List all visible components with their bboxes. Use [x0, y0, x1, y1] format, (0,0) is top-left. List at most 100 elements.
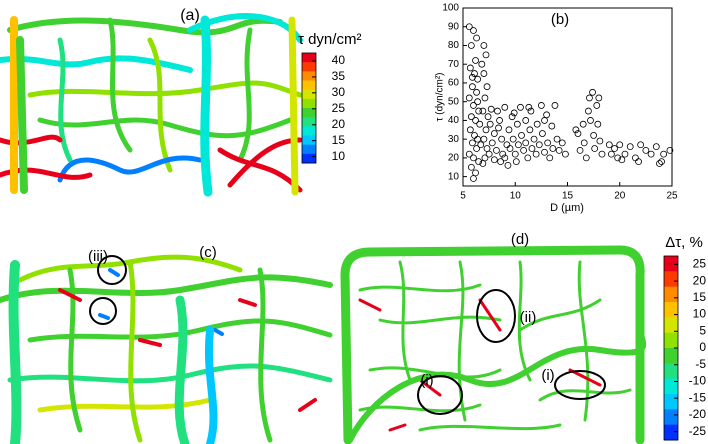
- point: [475, 158, 483, 166]
- vessel-network-d: [340, 245, 647, 444]
- point: [467, 163, 475, 171]
- colorbar-tick-label: -20: [689, 407, 707, 421]
- vessel: [57, 37, 73, 163]
- point: [471, 132, 478, 139]
- point: [501, 103, 509, 111]
- colorbar-tick-label: 15: [332, 133, 346, 147]
- vessel: [257, 267, 273, 443]
- annotation: (ii): [520, 309, 537, 326]
- point: [475, 107, 483, 115]
- point: [472, 169, 479, 177]
- point: [467, 113, 475, 121]
- vessel: [67, 267, 83, 433]
- colorbar-tick-label: 10: [693, 307, 707, 321]
- y-tick-label: 50: [448, 96, 460, 107]
- colorbar-band: [664, 348, 678, 364]
- colorbar-tick-label: -10: [689, 374, 707, 388]
- point: [466, 126, 474, 134]
- point: [541, 148, 548, 156]
- vessel: [204, 326, 218, 444]
- point: [551, 102, 559, 109]
- highlight-ellipse: [476, 289, 516, 343]
- point: [484, 113, 492, 121]
- point: [642, 146, 650, 154]
- colorbar-band: [302, 108, 316, 118]
- point: [589, 88, 596, 96]
- point: [469, 139, 476, 147]
- colorbar-title: τ dyn/cm²: [298, 31, 361, 48]
- vessel: [0, 134, 63, 146]
- annotation: (i): [541, 367, 554, 384]
- vessel: [37, 117, 293, 139]
- point: [488, 139, 496, 147]
- point: [517, 103, 524, 111]
- vessel: [217, 147, 303, 193]
- colorbar-band: [302, 53, 316, 63]
- colorbar-band: [664, 317, 678, 334]
- highlight-circle: [97, 255, 127, 285]
- point: [482, 126, 490, 134]
- vessel: [27, 80, 303, 98]
- point: [652, 143, 660, 151]
- colorbar-tick-label: 35: [332, 69, 346, 83]
- point: [486, 120, 494, 128]
- point: [503, 141, 511, 149]
- point: [637, 141, 645, 149]
- point: [469, 83, 476, 91]
- point: [506, 145, 514, 152]
- point: [586, 94, 593, 102]
- x-axis-label: D (µm): [550, 202, 584, 214]
- y-tick-label: 40: [448, 115, 460, 126]
- point: [508, 113, 516, 121]
- y-tick-label: 30: [448, 134, 460, 145]
- point: [476, 120, 484, 128]
- point: [614, 154, 622, 162]
- point: [621, 150, 629, 158]
- point: [596, 137, 604, 145]
- colorbar-band: [302, 153, 316, 164]
- point: [490, 130, 498, 137]
- annotation: (iii): [88, 248, 108, 265]
- point: [480, 42, 488, 49]
- vessel: [27, 318, 333, 343]
- y-tick-label: 20: [448, 153, 460, 164]
- point: [467, 42, 475, 49]
- vessel: [57, 155, 203, 183]
- y-tick-label: 80: [448, 40, 460, 51]
- vessel: [340, 245, 645, 444]
- point: [548, 122, 556, 130]
- vessel: [174, 295, 190, 444]
- point: [607, 150, 615, 158]
- point: [594, 120, 602, 128]
- colorbar-band: [664, 424, 678, 441]
- point: [513, 120, 521, 128]
- panel-label: (c): [199, 244, 217, 261]
- point: [546, 154, 554, 162]
- point: [498, 135, 506, 143]
- point: [480, 70, 488, 77]
- point: [499, 150, 507, 158]
- point: [658, 158, 665, 166]
- point: [591, 145, 599, 152]
- colorbar-band: [302, 98, 316, 109]
- panel-label: (a): [180, 7, 200, 24]
- y-tick-label: 100: [442, 3, 459, 14]
- point: [477, 141, 485, 149]
- colorbar-tick-label: -25: [689, 424, 707, 438]
- point: [470, 154, 477, 162]
- vessel: [7, 17, 283, 36]
- colorbar-tick-label: 20: [332, 117, 346, 131]
- vessel: [147, 37, 173, 173]
- point: [647, 150, 655, 158]
- point: [479, 160, 487, 167]
- point: [539, 130, 546, 137]
- point: [526, 126, 534, 134]
- colorbar-band: [302, 117, 316, 127]
- point: [493, 146, 500, 154]
- point: [465, 94, 473, 102]
- y-tick-label: 10: [448, 171, 460, 182]
- colorbar-tick-label: 30: [332, 85, 346, 99]
- point: [487, 105, 495, 113]
- y-tick-label: 60: [448, 78, 460, 89]
